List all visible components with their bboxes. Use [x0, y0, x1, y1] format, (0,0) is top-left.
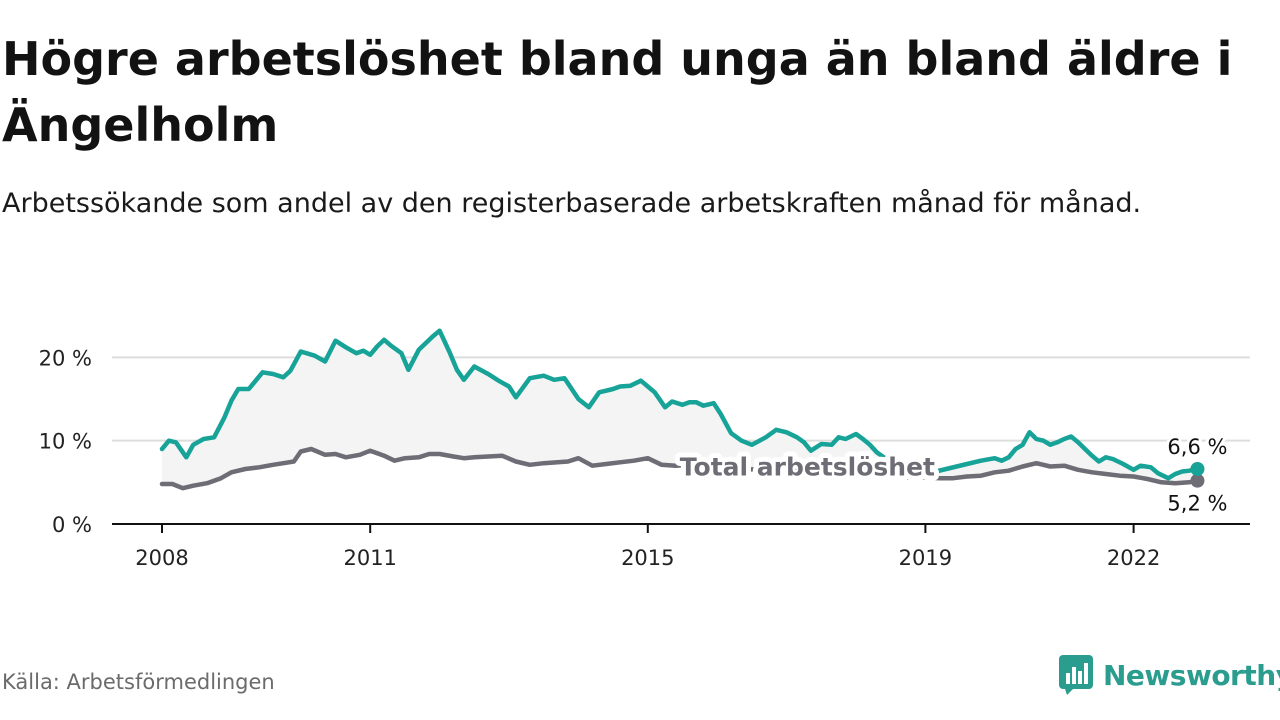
- brand-name: Newsworthy: [1103, 658, 1280, 692]
- difference-band: [162, 330, 1197, 489]
- brand-logo: Newsworthy: [1059, 654, 1280, 696]
- y-axis-ticks: 0 % 10 % 20 %: [39, 346, 92, 537]
- x-tick-label: 2015: [621, 546, 674, 570]
- x-tick-label: 2019: [899, 546, 952, 570]
- x-tick-label: 2022: [1107, 546, 1160, 570]
- end-value-label-youth: 6,6 %: [1167, 435, 1227, 459]
- chart-title: Högre arbetslöshet bland unga än bland ä…: [2, 32, 1233, 152]
- x-axis-ticks: 2008 2011 2015 2019 2022: [135, 524, 1160, 570]
- series-line-youth: [159, 328, 1200, 481]
- chart-subtitle: Arbetssökande som andel av den registerb…: [2, 188, 1142, 219]
- x-tick-label: 2008: [135, 546, 188, 570]
- end-value-label-total: 5,2 %: [1167, 492, 1227, 516]
- x-tick-label: 2011: [343, 546, 396, 570]
- series-lines: [159, 328, 1205, 491]
- y-tick-label: 20 %: [39, 346, 92, 370]
- end-point-youth: [1190, 462, 1205, 476]
- y-tick-label: 10 %: [39, 430, 92, 454]
- end-point-total: [1190, 473, 1205, 488]
- y-tick-label: 0 %: [52, 513, 92, 537]
- bar-chart-logo-icon: [1059, 655, 1093, 695]
- series-label-total: Total arbetslöshet: [680, 453, 935, 482]
- source-credit: Källa: Arbetsförmedlingen: [2, 670, 275, 694]
- series-line-total: [159, 446, 1200, 491]
